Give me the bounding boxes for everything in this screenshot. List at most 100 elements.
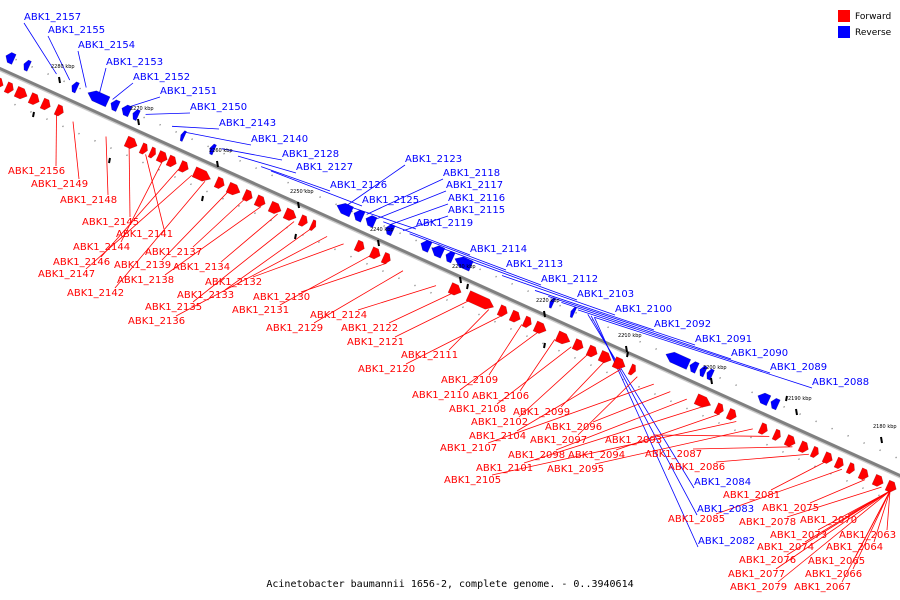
forward-gene-arrow[interactable] [465,290,495,310]
forward-gene-arrow[interactable] [871,473,884,487]
forward-gene-label[interactable]: ABK1_2095 [547,464,604,475]
reverse-gene-arrow[interactable] [71,81,80,94]
forward-gene-label[interactable]: ABK1_2102 [471,417,528,428]
forward-gene-arrow[interactable] [597,349,612,364]
forward-gene-label[interactable]: ABK1_2135 [145,302,202,313]
forward-gene-label[interactable]: ABK1_2121 [347,337,404,348]
reverse-gene-arrow[interactable] [420,240,433,253]
forward-gene-label[interactable]: ABK1_2141 [116,229,173,240]
forward-gene-arrow[interactable] [771,428,781,441]
forward-gene-label[interactable]: ABK1_2098 [508,450,565,461]
forward-gene-arrow[interactable] [821,451,833,464]
forward-gene-label[interactable]: ABK1_2138 [117,275,174,286]
reverse-gene-label[interactable]: ABK1_2103 [577,289,634,300]
forward-gene-label[interactable]: ABK1_2148 [60,195,117,206]
forward-gene-arrow[interactable] [857,467,869,481]
forward-gene-arrow[interactable] [554,330,571,345]
reverse-gene-label[interactable]: ABK1_2113 [506,259,563,270]
forward-gene-label[interactable]: ABK1_2147 [38,269,95,280]
forward-gene-label[interactable]: ABK1_2122 [341,323,398,334]
reverse-gene-label[interactable]: ABK1_2112 [541,274,598,285]
forward-gene-label[interactable]: ABK1_2131 [232,305,289,316]
reverse-gene-label[interactable]: ABK1_2083 [697,504,754,515]
reverse-gene-label[interactable]: ABK1_2125 [362,195,419,206]
forward-gene-arrow[interactable] [585,344,598,358]
reverse-gene-arrow[interactable] [353,209,366,223]
forward-gene-label[interactable]: ABK1_2110 [412,390,469,401]
reverse-gene-label[interactable]: ABK1_2118 [443,168,500,179]
reverse-gene-label[interactable]: ABK1_2157 [24,12,81,23]
forward-gene-label[interactable]: ABK1_2111 [401,350,458,361]
forward-gene-label[interactable]: ABK1_2139 [114,260,171,271]
reverse-gene-label[interactable]: ABK1_2123 [405,154,462,165]
reverse-gene-arrow[interactable] [548,297,557,309]
forward-gene-arrow[interactable] [297,214,308,227]
reverse-gene-label[interactable]: ABK1_2117 [446,180,503,191]
forward-gene-label[interactable]: ABK1_2144 [73,242,130,253]
forward-gene-label[interactable]: ABK1_2104 [469,431,526,442]
reverse-gene-arrow[interactable] [336,203,354,218]
forward-gene-arrow[interactable] [809,445,819,459]
forward-gene-label[interactable]: ABK1_2107 [440,443,497,454]
reverse-gene-label[interactable]: ABK1_2082 [698,536,755,547]
forward-gene-arrow[interactable] [225,181,241,196]
reverse-gene-arrow[interactable] [431,245,446,259]
forward-gene-label[interactable]: ABK1_2108 [449,404,506,415]
reverse-gene-label[interactable]: ABK1_2119 [416,218,473,229]
reverse-gene-arrow[interactable] [770,397,781,411]
reverse-gene-label[interactable]: ABK1_2140 [251,134,308,145]
forward-gene-label[interactable]: ABK1_2077 [728,569,785,580]
reverse-gene-arrow[interactable] [87,90,111,108]
forward-gene-label[interactable]: ABK1_2070 [800,515,857,526]
forward-gene-arrow[interactable] [308,219,317,232]
forward-gene-arrow[interactable] [353,239,365,253]
reverse-gene-label[interactable]: ABK1_2126 [330,180,387,191]
forward-gene-label[interactable]: ABK1_2134 [173,262,230,273]
reverse-gene-label[interactable]: ABK1_2154 [78,40,135,51]
reverse-gene-arrow[interactable] [445,250,456,264]
reverse-gene-label[interactable]: ABK1_2127 [296,162,353,173]
forward-gene-label[interactable]: ABK1_2074 [757,542,814,553]
reverse-gene-arrow[interactable] [132,109,141,122]
forward-gene-label[interactable]: ABK1_2086 [668,462,725,473]
forward-gene-label[interactable]: ABK1_2136 [128,316,185,327]
reverse-gene-arrow[interactable] [569,306,578,319]
reverse-gene-arrow[interactable] [689,361,700,374]
forward-gene-arrow[interactable] [757,422,768,435]
forward-gene-label[interactable]: ABK1_2156 [8,166,65,177]
reverse-gene-arrow[interactable] [699,365,708,378]
forward-gene-arrow[interactable] [123,135,138,149]
forward-gene-arrow[interactable] [693,393,712,408]
reverse-gene-label[interactable]: ABK1_2088 [812,377,869,388]
reverse-gene-arrow[interactable] [757,392,772,407]
forward-gene-label[interactable]: ABK1_2109 [441,375,498,386]
reverse-gene-label[interactable]: ABK1_2091 [695,334,752,345]
forward-gene-label[interactable]: ABK1_2075 [762,503,819,514]
reverse-gene-arrow[interactable] [665,351,692,370]
reverse-gene-arrow[interactable] [5,52,17,65]
forward-gene-arrow[interactable] [253,194,266,208]
reverse-gene-label[interactable]: ABK1_2153 [106,57,163,68]
forward-gene-label[interactable]: ABK1_2079 [730,582,787,593]
forward-gene-label[interactable]: ABK1_2078 [739,517,796,528]
forward-gene-arrow[interactable] [571,338,584,352]
forward-gene-label[interactable]: ABK1_2073 [770,530,827,541]
forward-gene-label[interactable]: ABK1_2137 [145,247,202,258]
forward-gene-label[interactable]: ABK1_2081 [723,490,780,501]
reverse-gene-arrow[interactable] [121,104,133,118]
reverse-gene-label[interactable]: ABK1_2150 [190,102,247,113]
forward-gene-label[interactable]: ABK1_2076 [739,555,796,566]
reverse-gene-label[interactable]: ABK1_2115 [448,205,505,216]
forward-gene-label[interactable]: ABK1_2064 [826,542,883,553]
forward-gene-arrow[interactable] [797,440,809,454]
forward-gene-arrow[interactable] [13,85,28,100]
forward-gene-arrow[interactable] [241,188,253,202]
forward-gene-label[interactable]: ABK1_2149 [31,179,88,190]
forward-gene-label[interactable]: ABK1_2063 [839,530,896,541]
forward-gene-label[interactable]: ABK1_2129 [266,323,323,334]
forward-gene-label[interactable]: ABK1_2101 [476,463,533,474]
forward-gene-arrow[interactable] [368,246,381,260]
forward-gene-label[interactable]: ABK1_2145 [82,217,139,228]
reverse-gene-label[interactable]: ABK1_2155 [48,25,105,36]
reverse-gene-arrow[interactable] [179,130,188,142]
